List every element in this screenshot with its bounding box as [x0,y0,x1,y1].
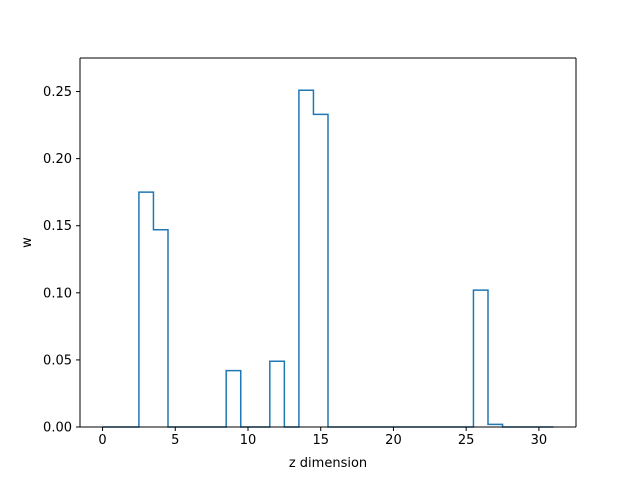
x-tick-label: 20 [385,433,402,448]
x-tick-label: 30 [531,433,548,448]
x-tick-label: 5 [171,433,179,448]
y-tick-label: 0.05 [43,353,72,368]
y-tick-label: 0.15 [43,219,72,234]
x-axis-label: z dimension [289,456,367,471]
plot-area [102,89,554,428]
y-tick-label: 0.00 [43,421,72,436]
x-tick-label: 25 [458,433,475,448]
x-tick-label: 10 [240,433,257,448]
x-tick-label: 0 [98,433,106,448]
y-tick-label: 0.20 [43,152,72,167]
series-line-0 [102,89,554,428]
x-tick-label: 15 [312,433,329,448]
y-tick-label: 0.25 [43,85,72,100]
axes: 0 5 10 15 20 25 30 0.00 0.05 0.10 0.15 0.20 0.25 [43,57,577,448]
y-tick-label: 0.10 [43,286,72,301]
y-axis-label: w [20,237,35,248]
